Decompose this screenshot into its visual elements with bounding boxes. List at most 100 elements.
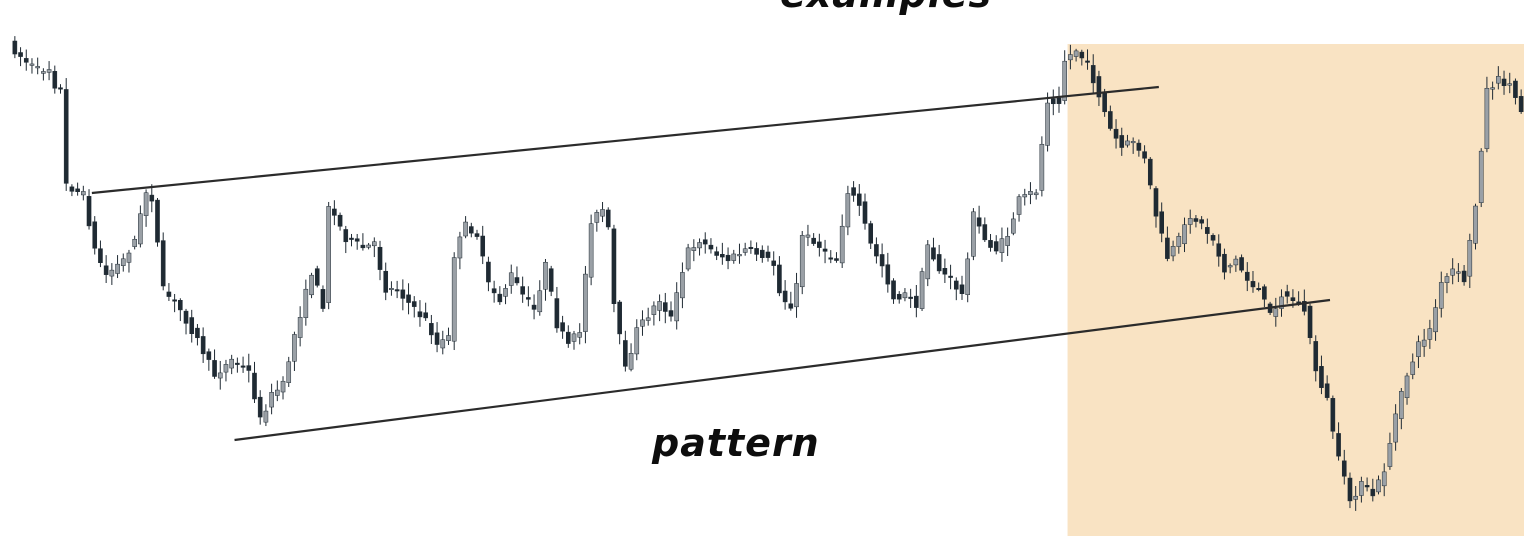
candle <box>195 324 199 345</box>
candle-body <box>789 304 793 309</box>
candle <box>578 323 582 344</box>
candle <box>492 281 496 303</box>
candle <box>464 216 468 238</box>
candle-body <box>669 311 673 317</box>
candle <box>692 239 696 261</box>
candle-body <box>589 224 593 277</box>
candle <box>806 225 810 246</box>
candle-body <box>1017 197 1021 215</box>
candle-body <box>1028 191 1032 194</box>
candle-body <box>755 248 759 254</box>
candle <box>355 234 359 250</box>
candle <box>686 244 690 271</box>
candle-body <box>1240 257 1244 270</box>
candle <box>555 287 559 333</box>
candle-body <box>1439 282 1443 308</box>
candle-body <box>486 262 490 282</box>
candle-body <box>675 293 679 321</box>
candle-body <box>429 323 433 335</box>
candle <box>749 240 753 253</box>
candle <box>503 284 507 304</box>
candle <box>675 282 679 329</box>
candle-body <box>30 64 34 65</box>
candle <box>315 266 319 288</box>
candle <box>155 198 159 247</box>
candle <box>292 332 296 371</box>
candle <box>13 36 17 58</box>
candle-body <box>1257 288 1261 290</box>
candle <box>36 58 40 75</box>
candle-body <box>401 290 405 299</box>
candle-body <box>247 366 251 371</box>
candle <box>201 327 205 363</box>
candle <box>669 301 673 321</box>
candle-body <box>270 392 274 407</box>
candle <box>680 262 684 308</box>
candle-body <box>1513 81 1517 98</box>
candle-body <box>1091 65 1095 83</box>
candle-body <box>315 269 319 286</box>
candle-body <box>629 353 633 369</box>
candle-body <box>515 278 519 283</box>
candle <box>384 263 388 301</box>
upper-trendline <box>92 87 1159 193</box>
candle-body <box>1171 246 1175 256</box>
candle-body <box>1234 259 1238 265</box>
candle-body <box>732 254 736 261</box>
candle-body <box>1502 79 1506 86</box>
candle <box>635 319 639 360</box>
candle <box>549 266 553 296</box>
pattern-caption: pattern <box>652 421 820 465</box>
candle <box>469 223 473 237</box>
candle <box>515 266 519 285</box>
candle <box>789 292 793 311</box>
candle-body <box>623 340 627 366</box>
candle <box>76 183 80 196</box>
candle-body <box>1337 433 1341 456</box>
candle-body <box>1325 384 1329 398</box>
candle-body <box>1262 287 1266 300</box>
candle-body <box>971 212 975 256</box>
candle <box>618 300 622 344</box>
candle-body <box>258 397 262 417</box>
candle-body <box>275 390 279 395</box>
candle-body <box>1103 92 1107 112</box>
candle-body <box>1314 341 1318 371</box>
candle <box>732 250 736 264</box>
candle <box>389 281 393 295</box>
candle-body <box>703 240 707 244</box>
candle-body <box>93 222 97 249</box>
candle-body <box>1422 340 1426 346</box>
candle-body <box>1354 496 1358 499</box>
candle <box>287 357 291 387</box>
candle-body <box>715 252 719 256</box>
candle <box>743 243 747 256</box>
candle <box>909 289 913 308</box>
candle <box>834 252 838 263</box>
candle-body <box>1399 391 1403 418</box>
candle <box>589 215 593 286</box>
candle-body <box>846 194 850 227</box>
candle <box>104 255 108 283</box>
candle <box>874 237 878 263</box>
candle-body <box>1394 414 1398 442</box>
candle-body <box>1376 480 1380 492</box>
candle-body <box>304 289 308 317</box>
candle-body <box>1165 238 1169 259</box>
candle-body <box>1291 298 1295 301</box>
candle <box>144 189 148 227</box>
candle <box>127 250 131 273</box>
candle-body <box>1228 265 1232 267</box>
candle-body <box>646 318 650 321</box>
candle-body <box>372 242 376 246</box>
candle-body <box>663 303 667 312</box>
candle <box>920 268 924 311</box>
candle-body <box>1188 218 1192 224</box>
candle-body <box>469 227 473 234</box>
candle <box>1040 136 1044 196</box>
candle <box>840 214 844 268</box>
candle-body <box>532 305 536 309</box>
candle <box>903 288 907 301</box>
candle-body <box>64 89 68 183</box>
candle-body <box>635 328 639 354</box>
